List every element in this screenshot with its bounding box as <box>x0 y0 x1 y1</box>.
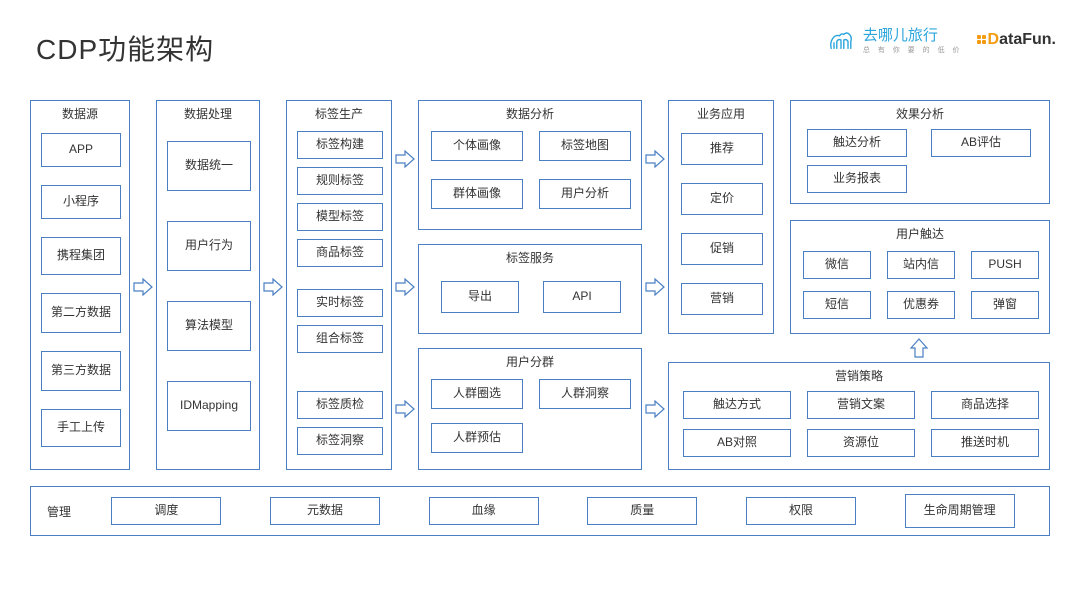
group-title-user-reach: 用户触达 <box>791 225 1049 242</box>
cell-api: API <box>543 281 621 313</box>
mgmt-lineage: 血缘 <box>429 497 539 525</box>
cell-realtime-tag: 实时标签 <box>297 289 383 317</box>
cell-product-select: 商品选择 <box>931 391 1039 419</box>
cell-algo-model: 算法模型 <box>167 301 251 351</box>
cell-miniprogram: 小程序 <box>41 185 121 219</box>
group-data-process: 数据处理 数据统一 用户行为 算法模型 IDMapping <box>156 100 260 470</box>
group-marketing-strategy: 营销策略 触达方式 营销文案 商品选择 AB对照 资源位 推送时机 <box>668 362 1050 470</box>
cell-push-timing: 推送时机 <box>931 429 1039 457</box>
management-label: 管理 <box>31 503 87 520</box>
arrow-up-icon <box>910 338 928 358</box>
arrow-icon <box>263 278 283 296</box>
datafun-dots-icon <box>977 35 986 44</box>
datafun-logo: DataFun. <box>977 31 1056 49</box>
group-title-data-analysis: 数据分析 <box>419 105 641 122</box>
mgmt-lifecycle: 生命周期管理 <box>905 494 1015 528</box>
cell-recommend: 推荐 <box>681 133 763 165</box>
mgmt-metadata: 元数据 <box>270 497 380 525</box>
group-user-group: 用户分群 人群圈选 人群洞察 人群预估 <box>418 348 642 470</box>
cell-inbox: 站内信 <box>887 251 955 279</box>
group-tag-produce: 标签生产 标签构建 规则标签 模型标签 商品标签 实时标签 组合标签 标签质检 … <box>286 100 392 470</box>
arrow-icon <box>645 400 665 418</box>
cell-crowd-insight: 人群洞察 <box>539 379 631 409</box>
cell-resource-slot: 资源位 <box>807 429 915 457</box>
cell-data-unify: 数据统一 <box>167 141 251 191</box>
mgmt-quality: 质量 <box>587 497 697 525</box>
cell-wechat: 微信 <box>803 251 871 279</box>
cell-group-portrait: 群体画像 <box>431 179 523 209</box>
cell-biz-report: 业务报表 <box>807 165 907 193</box>
arrow-icon <box>645 278 665 296</box>
cell-coupon: 优惠券 <box>887 291 955 319</box>
cell-rule-tag: 规则标签 <box>297 167 383 195</box>
group-tag-service: 标签服务 导出 API <box>418 244 642 334</box>
cell-reach-analysis: 触达分析 <box>807 129 907 157</box>
cell-tag-qc: 标签质检 <box>297 391 383 419</box>
group-title-data-source: 数据源 <box>31 105 129 122</box>
cell-sms: 短信 <box>803 291 871 319</box>
arrow-icon <box>395 278 415 296</box>
group-title-biz-app: 业务应用 <box>669 105 773 122</box>
cell-third-party: 第三方数据 <box>41 351 121 391</box>
arrow-icon <box>133 278 153 296</box>
management-bar: 管理 调度 元数据 血缘 质量 权限 生命周期管理 <box>30 486 1050 536</box>
cell-model-tag: 模型标签 <box>297 203 383 231</box>
page-title: CDP功能架构 <box>36 28 214 68</box>
group-title-tag-service: 标签服务 <box>419 249 641 266</box>
group-title-marketing-strategy: 营销策略 <box>669 367 1049 384</box>
group-title-effect: 效果分析 <box>791 105 1049 122</box>
cell-reach-method: 触达方式 <box>683 391 791 419</box>
arrow-icon <box>395 150 415 168</box>
cell-marketing: 营销 <box>681 283 763 315</box>
cell-crowd-estimate: 人群预估 <box>431 423 523 453</box>
qunar-camel-icon <box>827 28 855 52</box>
arrow-icon <box>645 150 665 168</box>
cell-individual-portrait: 个体画像 <box>431 131 523 161</box>
cell-pricing: 定价 <box>681 183 763 215</box>
cell-crowd-select: 人群圈选 <box>431 379 523 409</box>
arrow-icon <box>395 400 415 418</box>
group-effect: 效果分析 触达分析 AB评估 业务报表 <box>790 100 1050 204</box>
cell-manual-upload: 手工上传 <box>41 409 121 447</box>
cell-idmapping: IDMapping <box>167 381 251 431</box>
cell-ab-eval: AB评估 <box>931 129 1031 157</box>
cell-export: 导出 <box>441 281 519 313</box>
mgmt-auth: 权限 <box>746 497 856 525</box>
cell-user-analysis: 用户分析 <box>539 179 631 209</box>
cell-push: PUSH <box>971 251 1039 279</box>
group-title-tag-produce: 标签生产 <box>287 105 391 122</box>
logo-area: 去哪儿旅行 总 有 你 要 的 低 价 DataFun. <box>827 24 1056 55</box>
group-data-source: 数据源 APP 小程序 携程集团 第二方数据 第三方数据 手工上传 <box>30 100 130 470</box>
cell-second-party: 第二方数据 <box>41 293 121 333</box>
group-biz-app: 业务应用 推荐 定价 促销 营销 <box>668 100 774 334</box>
cell-tag-map: 标签地图 <box>539 131 631 161</box>
group-title-user-group: 用户分群 <box>419 353 641 370</box>
cell-tag-build: 标签构建 <box>297 131 383 159</box>
cell-product-tag: 商品标签 <box>297 239 383 267</box>
cell-popup: 弹窗 <box>971 291 1039 319</box>
architecture-diagram: 数据源 APP 小程序 携程集团 第二方数据 第三方数据 手工上传 数据处理 数… <box>30 100 1050 580</box>
cell-tag-insight: 标签洞察 <box>297 427 383 455</box>
cell-xiecheng: 携程集团 <box>41 237 121 275</box>
cell-user-behavior: 用户行为 <box>167 221 251 271</box>
cell-app: APP <box>41 133 121 167</box>
cell-copywriting: 营销文案 <box>807 391 915 419</box>
cell-ab-control: AB对照 <box>683 429 791 457</box>
group-user-reach: 用户触达 微信 站内信 PUSH 短信 优惠券 弹窗 <box>790 220 1050 334</box>
cell-combo-tag: 组合标签 <box>297 325 383 353</box>
mgmt-schedule: 调度 <box>111 497 221 525</box>
qunar-logo-text: 去哪儿旅行 总 有 你 要 的 低 价 <box>863 24 963 55</box>
cell-promo: 促销 <box>681 233 763 265</box>
group-title-data-process: 数据处理 <box>157 105 259 122</box>
group-data-analysis: 数据分析 个体画像 标签地图 群体画像 用户分析 <box>418 100 642 230</box>
